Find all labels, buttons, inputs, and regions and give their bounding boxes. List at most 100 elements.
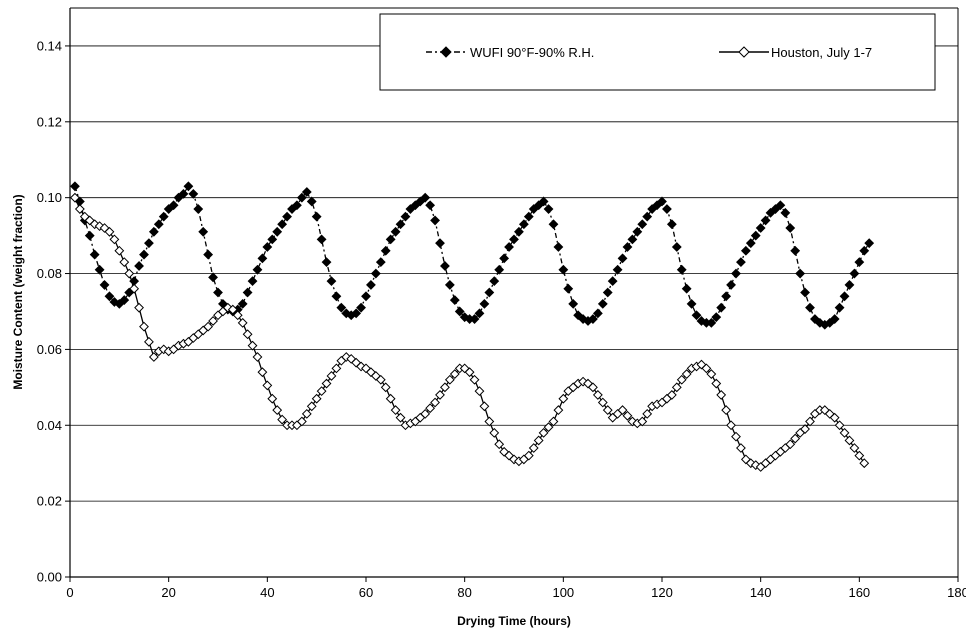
data-point bbox=[459, 363, 470, 374]
data-point bbox=[686, 298, 697, 309]
y-tick-label: 0.00 bbox=[37, 570, 62, 585]
data-point bbox=[691, 310, 702, 321]
data-point bbox=[760, 215, 771, 226]
data-point bbox=[390, 226, 401, 237]
data-point bbox=[666, 219, 677, 230]
data-point bbox=[755, 223, 766, 233]
data-point bbox=[435, 238, 445, 249]
data-point bbox=[859, 245, 870, 256]
data-point bbox=[257, 367, 268, 378]
data-point bbox=[316, 386, 327, 397]
data-point bbox=[504, 242, 514, 252]
data-point bbox=[341, 352, 352, 362]
data-point bbox=[158, 211, 169, 222]
data-point bbox=[745, 238, 756, 249]
x-tick-label: 20 bbox=[161, 585, 175, 600]
data-point bbox=[361, 291, 371, 302]
data-point bbox=[849, 443, 860, 453]
y-axis-title: Moisture Content (weight fraction) bbox=[11, 194, 25, 389]
data-point bbox=[331, 291, 342, 302]
data-point bbox=[805, 302, 815, 313]
data-point bbox=[213, 287, 223, 298]
data-point bbox=[736, 443, 746, 453]
plot-area bbox=[70, 8, 958, 577]
data-point bbox=[262, 242, 273, 252]
data-point bbox=[440, 382, 450, 393]
data-point bbox=[543, 422, 554, 433]
data-point bbox=[834, 302, 845, 313]
data-point bbox=[602, 287, 613, 298]
legend-label-houston: Houston, July 1-7 bbox=[771, 45, 872, 60]
x-axis-title: Drying Time (hours) bbox=[457, 614, 571, 628]
data-point bbox=[548, 219, 559, 230]
x-tick-label: 40 bbox=[260, 585, 274, 600]
data-point bbox=[203, 249, 214, 260]
data-point bbox=[553, 405, 564, 416]
legend: WUFI 90°F-90% R.H. Houston, July 1-7 bbox=[379, 13, 936, 91]
data-point bbox=[301, 187, 312, 197]
data-point bbox=[671, 382, 682, 393]
data-point bbox=[321, 257, 332, 268]
data-point bbox=[370, 371, 381, 381]
y-tick-label: 0.12 bbox=[37, 114, 62, 129]
data-point bbox=[84, 215, 95, 226]
data-point bbox=[188, 188, 199, 199]
legend-marker-wufi bbox=[440, 46, 452, 58]
data-point bbox=[124, 268, 135, 279]
data-point bbox=[553, 242, 564, 252]
data-point bbox=[296, 192, 307, 203]
data-point bbox=[681, 369, 692, 379]
data-point bbox=[272, 405, 283, 416]
data-point bbox=[420, 408, 431, 419]
axes bbox=[69, 7, 959, 578]
data-point bbox=[607, 276, 618, 287]
data-point bbox=[104, 291, 115, 302]
x-tick-label: 100 bbox=[552, 585, 574, 600]
data-point bbox=[119, 295, 130, 305]
data-point bbox=[306, 196, 317, 207]
series-layer bbox=[70, 181, 875, 472]
data-point bbox=[178, 188, 189, 199]
data-point bbox=[484, 416, 495, 427]
data-point bbox=[420, 192, 431, 203]
x-tick-label: 160 bbox=[848, 585, 870, 600]
data-point bbox=[262, 380, 273, 391]
data-point bbox=[449, 295, 460, 305]
legend-marker-houston bbox=[738, 46, 750, 58]
data-point bbox=[701, 363, 712, 374]
data-point bbox=[632, 226, 643, 237]
data-point bbox=[183, 181, 194, 192]
data-point bbox=[104, 226, 115, 237]
data-point bbox=[706, 369, 717, 379]
data-point bbox=[425, 200, 436, 211]
data-point bbox=[563, 283, 574, 294]
data-point bbox=[711, 378, 722, 389]
data-point bbox=[494, 264, 505, 275]
data-point bbox=[800, 424, 810, 434]
data-point bbox=[74, 204, 85, 214]
data-point bbox=[814, 317, 825, 328]
data-point bbox=[775, 200, 786, 211]
x-tick-label: 60 bbox=[359, 585, 373, 600]
data-point bbox=[144, 238, 154, 249]
data-point bbox=[222, 302, 233, 313]
legend-box bbox=[379, 13, 936, 91]
data-point bbox=[351, 308, 362, 319]
data-point bbox=[366, 280, 376, 290]
data-point bbox=[721, 405, 732, 416]
data-point bbox=[523, 450, 534, 461]
data-point bbox=[94, 221, 105, 232]
data-point bbox=[242, 329, 253, 340]
data-point bbox=[375, 374, 386, 385]
data-point bbox=[267, 393, 278, 404]
data-point bbox=[114, 245, 125, 256]
data-point bbox=[292, 200, 302, 211]
data-point bbox=[316, 234, 327, 245]
data-point bbox=[676, 264, 687, 275]
data-point bbox=[474, 386, 485, 397]
data-point bbox=[336, 302, 347, 313]
data-point bbox=[839, 291, 850, 302]
data-point bbox=[232, 310, 243, 321]
data-point bbox=[578, 314, 588, 324]
data-point bbox=[148, 226, 159, 237]
